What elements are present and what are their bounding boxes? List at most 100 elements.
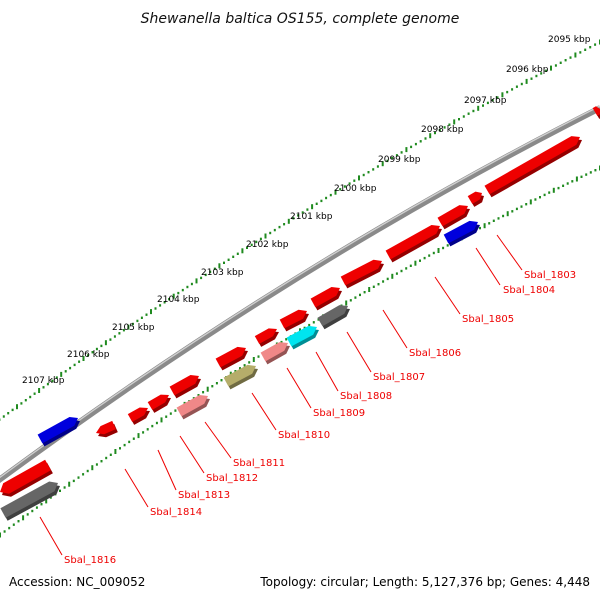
scale-tick [386,159,389,163]
scale-tick [197,394,200,397]
gene-sbal-1815 [96,420,118,438]
scale-tick [285,338,288,341]
gene-labels: Sbal_1803 Sbal_1804 Sbal_1805 Sbal_1806 … [64,270,576,566]
gene-label-sbal-1814: Sbal_1814 [150,507,202,518]
scale-tick [584,48,587,51]
scale-tick [136,319,139,323]
scale-tick [292,217,295,220]
scale-tick [82,473,85,476]
gene-sbal-1811 [176,395,210,420]
leader-sbal-1810 [251,392,277,431]
scale-tick [530,77,533,80]
gene-sbal-1808-a [254,328,279,347]
gene-sbal-1806-b [310,287,342,311]
scale-tick [414,142,417,146]
scale-tick [7,412,10,415]
scale-tick [405,147,408,153]
scale-tick [3,530,6,533]
scale-tick [548,191,551,194]
scale-tick [12,523,15,526]
scale-tick [20,402,23,405]
gene-features [0,106,600,521]
gene-label-sbal-1810: Sbal_1810 [278,430,330,441]
scale-tick [492,219,495,222]
scale-tick [414,260,417,266]
scale-tick [77,476,80,479]
scale-tick [382,280,385,283]
leader-sbal-1811 [204,421,232,459]
scale-label-2096: 2096 kbp [506,65,549,75]
scale-tick [349,299,352,302]
scale-tick [252,357,255,362]
scale-tick [424,137,427,140]
gene-label-lines [39,234,523,556]
scale-label-2100: 2100 kbp [334,184,377,194]
scale-tick [105,456,108,460]
scale-tick [181,288,184,292]
scale-tick [405,267,408,270]
scale-tick [273,228,276,232]
scale-tick [100,344,103,348]
scale-tick [554,64,557,67]
scale-tick [423,256,426,260]
scale-tick [155,421,158,425]
scale-tick [142,431,145,434]
scale-tick [419,259,421,262]
leader-sbal-1807 [346,331,372,373]
scale-tick [395,272,398,275]
gene-sbal-1805-a [437,205,470,230]
scale-tick [59,489,61,492]
scale-label-2097: 2097 kbp [464,96,507,106]
scale-tick [594,169,597,172]
scale-label-2107: 2107 kbp [22,376,65,386]
scale-tick [391,273,394,279]
scale-tick [223,261,225,264]
scale-tick [87,354,89,357]
scale-tick [303,326,306,330]
scale-tick [409,264,412,267]
scale-tick [540,72,543,75]
scale-tick [515,207,518,211]
scale-tick [545,69,548,72]
gene-label-sbal-1808: Sbal_1808 [340,391,392,402]
gene-sbal-1812 [169,375,201,399]
scale-tick [377,283,380,286]
scale-tick [49,496,52,499]
scale-tick [443,126,446,129]
leader-sbal-1804 [475,247,501,286]
scale-tick [483,223,486,229]
scale-tick [301,211,304,214]
scale-tick [497,217,500,220]
scale-tick [51,379,54,383]
scale-tick [502,214,505,218]
gene-sbal-1807-a [279,309,309,332]
scale-tick [163,301,166,304]
scale-tick [17,520,20,523]
scale-tick [154,307,157,310]
scale-tick [308,323,311,327]
leader-sbal-1803 [496,234,523,271]
scale-tick [31,509,34,513]
scale-tick [168,298,171,301]
scale-tick [362,173,365,177]
scale-tick [264,233,267,239]
scale-tick [496,96,499,99]
scale-tick [227,258,230,261]
scale-tick [438,129,441,132]
scale-tick [320,199,323,203]
scale-tick [234,370,237,373]
scale-tick [177,291,180,295]
scale-tick [127,324,130,330]
scale-tick [146,428,149,431]
scale-tick [491,99,494,102]
leader-sbal-1812 [179,435,205,474]
scale-tick [297,214,300,217]
scale-tick [131,322,134,326]
scale-tick [306,208,309,211]
scale-tick [63,486,66,489]
scale-tick [363,291,366,294]
scale-tick [220,379,223,382]
scale-tick [174,409,177,412]
gene-sbal-1809-a [215,346,248,371]
